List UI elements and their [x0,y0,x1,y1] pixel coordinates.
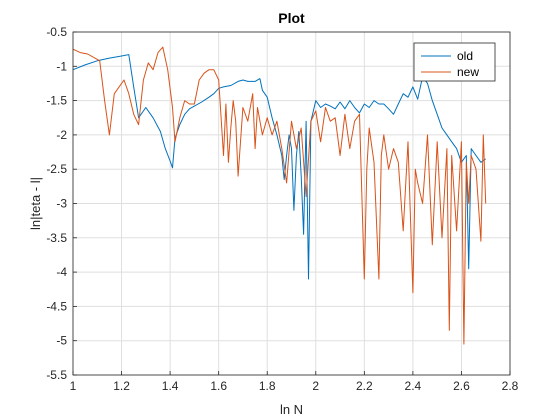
x-tick-label: 1.6 [210,379,227,393]
y-tick-label: -5 [56,334,67,348]
x-tick-label: 1.8 [259,379,276,393]
x-tick-label: 1.4 [162,379,179,393]
x-tick-label: 1.2 [113,379,130,393]
y-tick-label: -4 [56,265,67,279]
y-tick-label: -2.5 [46,162,67,176]
chart-title: Plot [278,10,305,26]
x-tick-label: 2.4 [405,379,422,393]
legend: old new [413,42,496,82]
y-tick-label: -1 [56,59,67,73]
legend-label-new: new [457,65,479,79]
y-tick-label: -2 [56,128,67,142]
series-line-new [72,46,487,345]
legend-label-old: old [457,49,473,63]
ticks: 1 1.2 1.4 1.6 1.8 2 2.2 2.4 2.6 2.8 -0.5 -1 -1.5 -2 -2… [46,25,518,393]
y-tick-label: -1.5 [46,94,67,108]
y-tick-label: -0.5 [46,25,67,39]
y-tick-label: -3 [56,197,67,211]
x-tick-label: 2.6 [453,379,470,393]
y-axis-title: ln|teta - l| [28,177,43,230]
x-tick-label: 2 [312,379,319,393]
x-tick-label: 1 [70,379,77,393]
legend-box [413,42,496,82]
x-tick-label: 2.2 [356,379,373,393]
y-tick-label: -5.5 [46,368,67,382]
x-axis-title: ln N [280,402,303,417]
y-tick-label: -4.5 [46,299,67,313]
y-tick-label: -3.5 [46,231,67,245]
x-tick-label: 2.8 [502,379,519,393]
